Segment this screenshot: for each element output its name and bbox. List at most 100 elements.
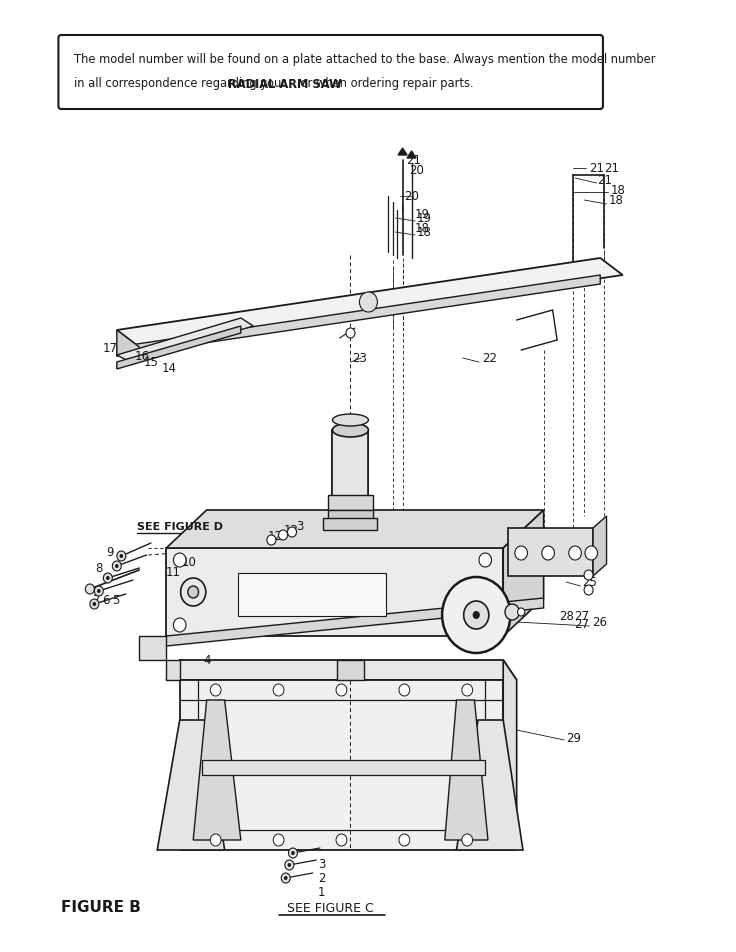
- Circle shape: [336, 684, 347, 696]
- Polygon shape: [166, 660, 517, 680]
- Circle shape: [117, 551, 126, 561]
- Circle shape: [464, 601, 489, 629]
- Circle shape: [278, 530, 288, 540]
- Text: 2: 2: [318, 871, 325, 884]
- Ellipse shape: [333, 423, 369, 437]
- Polygon shape: [193, 700, 241, 840]
- Text: 19: 19: [417, 211, 432, 225]
- Text: 5: 5: [113, 593, 120, 606]
- Circle shape: [103, 573, 113, 583]
- Polygon shape: [508, 528, 593, 576]
- Text: in all correspondence regarding your: in all correspondence regarding your: [74, 77, 289, 90]
- Polygon shape: [398, 148, 407, 155]
- Circle shape: [284, 876, 288, 880]
- Circle shape: [85, 584, 94, 594]
- Circle shape: [359, 292, 378, 312]
- Circle shape: [210, 834, 221, 846]
- Text: 29: 29: [566, 731, 581, 744]
- Circle shape: [288, 863, 291, 867]
- Polygon shape: [202, 760, 485, 775]
- Polygon shape: [158, 720, 224, 850]
- Text: 12: 12: [268, 529, 283, 543]
- Circle shape: [94, 586, 103, 596]
- Circle shape: [273, 684, 284, 696]
- Text: The model number will be found on a plate attached to the base. Always mention t: The model number will be found on a plat…: [74, 53, 655, 67]
- Text: 11: 11: [166, 565, 180, 579]
- Circle shape: [479, 618, 492, 632]
- Polygon shape: [238, 573, 386, 616]
- Circle shape: [174, 618, 186, 632]
- Text: 3: 3: [318, 859, 325, 871]
- Text: 13: 13: [284, 525, 299, 538]
- Circle shape: [399, 834, 410, 846]
- Circle shape: [569, 546, 581, 560]
- Circle shape: [106, 576, 110, 580]
- Circle shape: [281, 873, 290, 883]
- Text: 21: 21: [598, 173, 612, 187]
- Polygon shape: [139, 636, 166, 660]
- Text: RADIAL ARM SAW: RADIAL ARM SAW: [228, 77, 342, 90]
- Polygon shape: [328, 495, 373, 510]
- Circle shape: [515, 546, 528, 560]
- Polygon shape: [593, 516, 606, 576]
- Text: 25: 25: [582, 576, 597, 588]
- Text: 27: 27: [574, 618, 590, 630]
- Polygon shape: [445, 700, 488, 840]
- Text: 16: 16: [135, 350, 150, 364]
- Circle shape: [462, 834, 473, 846]
- Text: 17: 17: [102, 342, 118, 354]
- Circle shape: [90, 599, 99, 609]
- Circle shape: [273, 834, 284, 846]
- Text: 14: 14: [162, 362, 177, 374]
- Circle shape: [119, 554, 123, 558]
- Circle shape: [180, 578, 206, 606]
- Text: 1: 1: [318, 885, 325, 899]
- Polygon shape: [166, 510, 544, 548]
- Text: 20: 20: [409, 164, 424, 176]
- Polygon shape: [324, 518, 378, 530]
- Polygon shape: [407, 151, 416, 158]
- Polygon shape: [337, 660, 364, 680]
- Text: 21: 21: [604, 162, 619, 174]
- Circle shape: [93, 602, 96, 606]
- Text: SEE FIGURE C: SEE FIGURE C: [287, 902, 374, 915]
- Text: 3: 3: [297, 521, 304, 533]
- Circle shape: [346, 328, 355, 338]
- Circle shape: [399, 684, 410, 696]
- Circle shape: [113, 561, 121, 571]
- Circle shape: [97, 589, 101, 593]
- Circle shape: [188, 586, 199, 598]
- Polygon shape: [117, 275, 601, 356]
- FancyBboxPatch shape: [58, 35, 603, 109]
- Text: or when ordering repair parts.: or when ordering repair parts.: [297, 77, 474, 90]
- Circle shape: [479, 553, 492, 567]
- Polygon shape: [117, 318, 253, 362]
- Text: 18: 18: [414, 222, 429, 234]
- Circle shape: [517, 608, 525, 616]
- Text: 18: 18: [417, 226, 432, 239]
- Polygon shape: [456, 720, 523, 850]
- Circle shape: [584, 570, 593, 580]
- Circle shape: [462, 684, 473, 696]
- Circle shape: [336, 834, 347, 846]
- Text: 27: 27: [574, 609, 590, 623]
- Text: 21: 21: [406, 153, 421, 167]
- Text: 18: 18: [611, 184, 626, 196]
- Circle shape: [289, 848, 297, 858]
- Circle shape: [291, 851, 294, 855]
- Circle shape: [267, 535, 276, 545]
- Circle shape: [473, 611, 480, 619]
- Polygon shape: [166, 660, 180, 680]
- Ellipse shape: [333, 414, 369, 426]
- Circle shape: [285, 860, 294, 870]
- Polygon shape: [180, 680, 503, 850]
- Polygon shape: [328, 510, 373, 520]
- Polygon shape: [117, 326, 241, 369]
- Polygon shape: [333, 430, 369, 510]
- Text: 6: 6: [102, 593, 110, 606]
- Text: 10: 10: [182, 557, 197, 569]
- Text: 23: 23: [353, 351, 367, 365]
- Circle shape: [174, 553, 186, 567]
- Polygon shape: [503, 660, 517, 850]
- Circle shape: [505, 604, 520, 620]
